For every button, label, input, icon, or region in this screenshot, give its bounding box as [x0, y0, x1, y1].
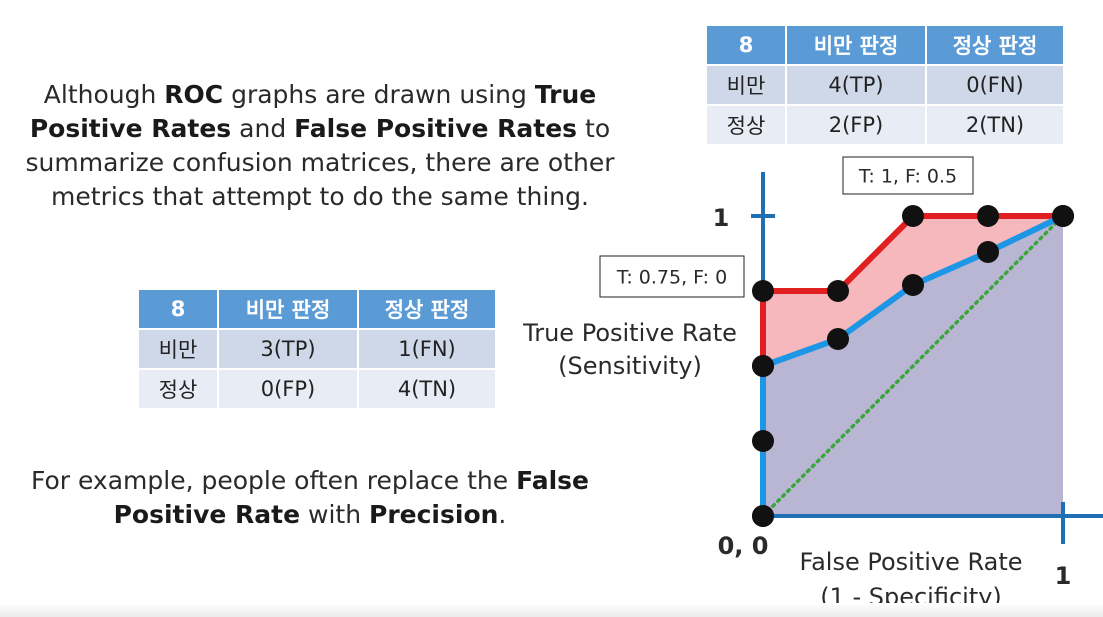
red-series-point	[752, 280, 774, 302]
table-header-row: 8 비만 판정 정상 판정	[139, 290, 495, 328]
table-cell: 1(FN)	[359, 330, 495, 368]
table-cell: 2(FP)	[787, 106, 925, 144]
table-row-label: 정상	[707, 106, 785, 144]
intro-text: Although ROC graphs are drawn using True…	[25, 80, 615, 211]
confusion-matrix-left: 8 비만 판정 정상 판정 비만 3(TP) 1(FN) 정상 0(FP) 4(…	[137, 288, 497, 410]
table-header-cell: 8	[707, 26, 785, 64]
roc-term: ROC	[164, 80, 224, 109]
table-header-cell: 정상 판정	[359, 290, 495, 328]
table-cell: 4(TP)	[787, 66, 925, 104]
random-diagonal-line	[761, 214, 1065, 518]
table-row: 비만 3(TP) 1(FN)	[139, 330, 495, 368]
table-cell: 0(FN)	[927, 66, 1063, 104]
blue-series-point	[1052, 205, 1074, 227]
precision-term: Precision	[369, 500, 499, 529]
red-series-point	[827, 280, 849, 302]
table-header-cell: 정상 판정	[927, 26, 1063, 64]
annotation-box	[599, 255, 745, 298]
example-text: For example, people often replace the Fa…	[30, 466, 589, 529]
blue-series-point	[752, 355, 774, 377]
table-row: 비만 4(TP) 0(FN)	[707, 66, 1063, 104]
table-row-label: 비만	[139, 330, 217, 368]
table-cell: 3(TP)	[219, 330, 357, 368]
red-series-point	[902, 205, 924, 227]
fpr-term: False Positive Rates	[294, 114, 578, 143]
annotation-box	[842, 156, 974, 195]
table-header-cell: 8	[139, 290, 217, 328]
blue-series-point	[827, 328, 849, 350]
blue-series-point	[752, 430, 774, 452]
table-row-label: 비만	[707, 66, 785, 104]
annotation-label: T: 0.75, F: 0	[616, 267, 727, 289]
blue-series-point	[977, 241, 999, 263]
blue-series-point	[752, 505, 774, 527]
red-series-point	[977, 205, 999, 227]
table-header-cell: 비만 판정	[219, 290, 357, 328]
table-cell: 4(TN)	[359, 370, 495, 408]
table-header-cell: 비만 판정	[787, 26, 925, 64]
confusion-matrix-top: 8 비만 판정 정상 판정 비만 4(TP) 0(FN) 정상 2(FP) 2(…	[705, 24, 1065, 146]
origin-label: 0, 0	[718, 532, 769, 560]
table-row: 정상 2(FP) 2(TN)	[707, 106, 1063, 144]
bottom-shadow	[0, 603, 1103, 617]
annotation-label: T: 1, F: 0.5	[858, 166, 957, 188]
table-row-label: 정상	[139, 370, 217, 408]
tpr-term: True Positive Rates	[29, 80, 597, 143]
x-tick-label: 1	[1055, 562, 1072, 590]
table-cell: 0(FP)	[219, 370, 357, 408]
y-tick-label: 1	[713, 204, 730, 232]
blue-roc-line	[760, 213, 1066, 519]
table-row: 정상 0(FP) 4(TN)	[139, 370, 495, 408]
y-axis-label-line1: True Positive Rate	[522, 319, 737, 347]
y-axis-label-line2: (Sensitivity)	[558, 352, 702, 380]
table-header-row: 8 비만 판정 정상 판정	[707, 26, 1063, 64]
table-cell: 2(TN)	[927, 106, 1063, 144]
fpr-term-2: False Positive Rate	[113, 466, 589, 529]
x-axis-label-line1: False Positive Rate	[799, 548, 1022, 576]
blue-series-point	[902, 274, 924, 296]
